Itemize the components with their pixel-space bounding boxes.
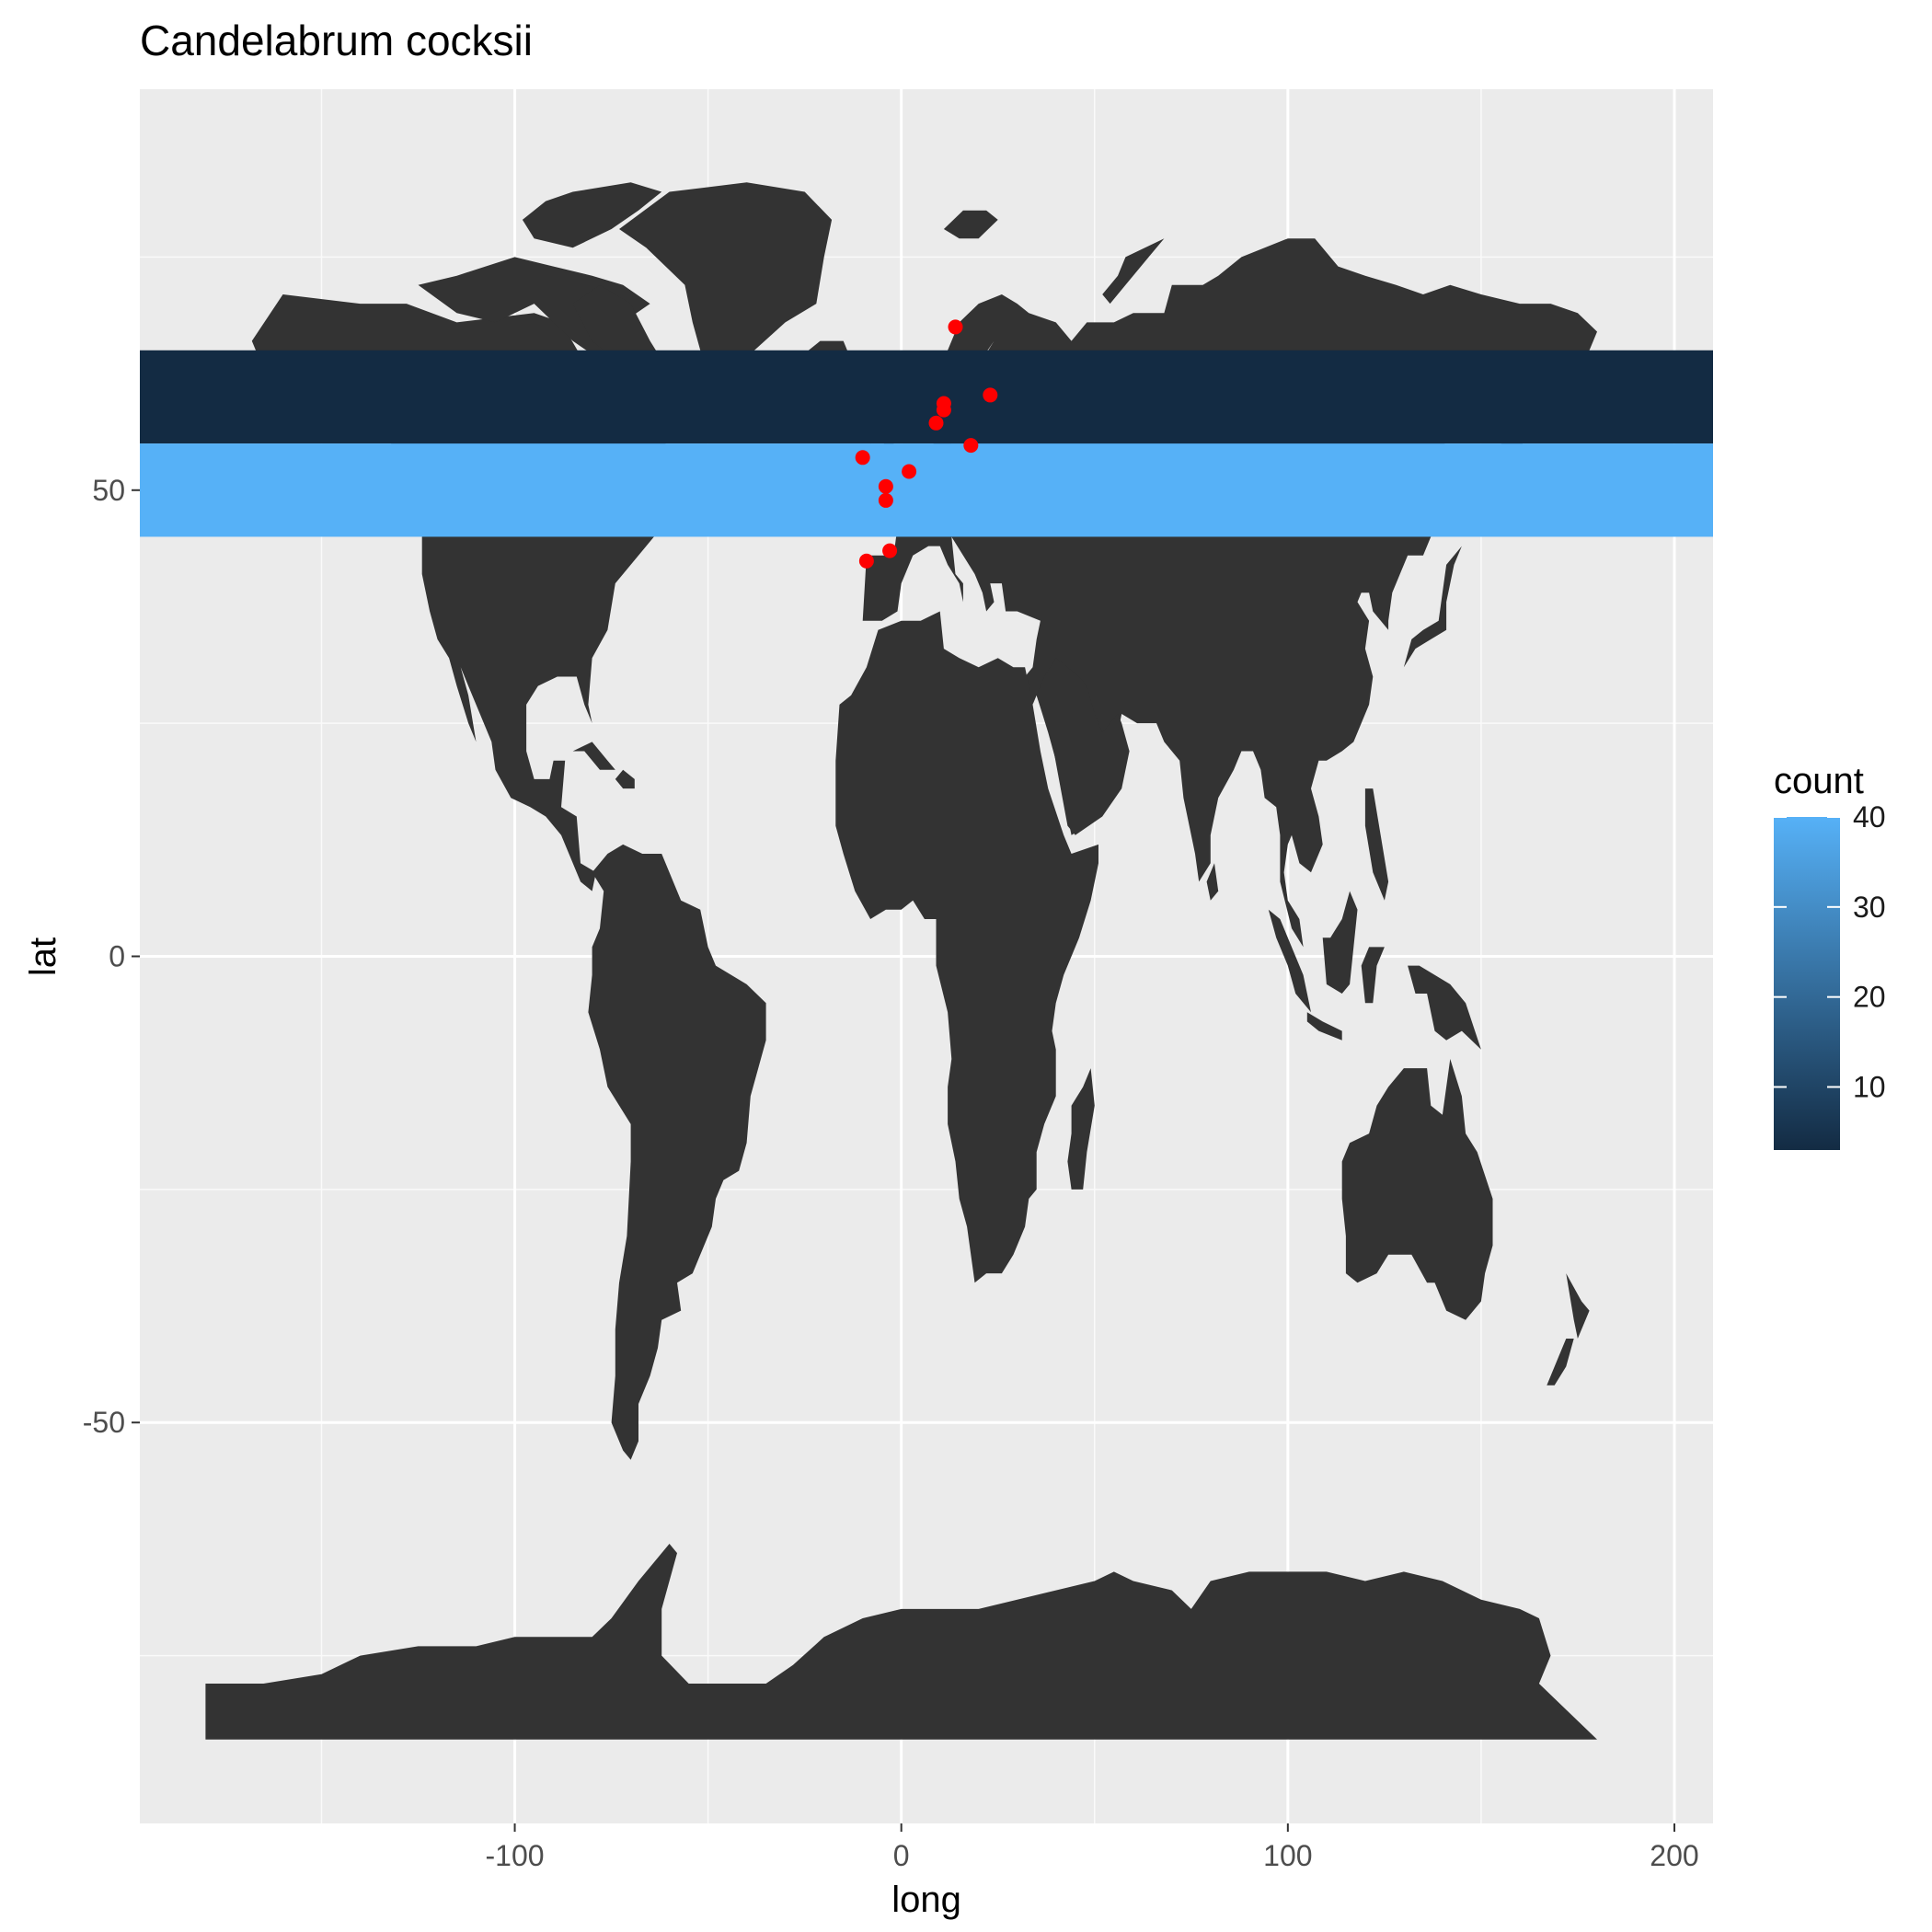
land-sulawesi (1361, 947, 1385, 1004)
y-tick-label: 0 (109, 940, 125, 973)
map-panel (140, 89, 1713, 1823)
x-tick-label: -100 (486, 1839, 545, 1872)
land-ellesmere (522, 182, 662, 248)
land-new-zealand-south (1547, 1339, 1574, 1386)
occurrence-point (882, 543, 898, 558)
y-tick-label: 50 (92, 474, 125, 507)
land-arabia (1036, 658, 1130, 835)
land-java (1306, 1012, 1342, 1041)
occurrence-point (878, 478, 893, 494)
occurrence-point (983, 387, 998, 403)
count-band (140, 443, 1713, 537)
x-tick-label: 0 (893, 1839, 910, 1872)
occurrence-point (963, 438, 979, 454)
x-tick-label: 200 (1650, 1839, 1698, 1872)
land-novaya-zemlya (1102, 238, 1165, 305)
count-band (140, 350, 1713, 444)
occurrence-point (858, 553, 874, 569)
occurrence-points (855, 319, 998, 569)
land-philippines (1364, 788, 1389, 901)
x-axis-ticks: -100 0 100 200 (486, 1823, 1699, 1872)
legend-breaks: 10 20 30 40 (1774, 800, 1886, 1104)
occurrence-point (948, 319, 963, 335)
land-madagascar (1067, 1068, 1095, 1190)
land-australia (1341, 1059, 1493, 1320)
land-cuba (572, 742, 615, 770)
occurrence-point (855, 450, 870, 466)
land-south-america (588, 844, 766, 1460)
land-new-guinea (1408, 965, 1481, 1050)
y-axis-ticks: -50 0 50 (83, 474, 140, 1439)
land-sumatra (1268, 909, 1311, 1013)
land-sri-lanka (1206, 863, 1219, 901)
y-axis-title: lat (23, 937, 63, 976)
land-africa (835, 611, 1098, 1283)
land-svalbard (943, 210, 998, 239)
land-antarctica (205, 1544, 1597, 1740)
land-greenland (619, 182, 833, 397)
land-hispaniola (615, 769, 635, 789)
legend-break-label: 10 (1853, 1071, 1886, 1104)
land-japan (1403, 546, 1462, 668)
x-tick-label: 100 (1263, 1839, 1312, 1872)
occurrence-point (902, 464, 917, 479)
legend-break-label: 40 (1853, 800, 1886, 834)
y-tick-label: -50 (83, 1406, 125, 1439)
occurrence-point (878, 492, 893, 508)
chart-title: Candelabrum cocksii (140, 17, 533, 64)
occurrence-point (928, 415, 944, 431)
x-axis-title: long (891, 1880, 961, 1920)
land-new-zealand-north (1566, 1273, 1590, 1339)
count-bands (140, 350, 1713, 537)
legend-title: count (1774, 761, 1864, 801)
land-borneo (1322, 891, 1358, 994)
legend-colorbar (1774, 817, 1840, 1150)
legend-break-label: 20 (1853, 981, 1886, 1014)
legend-break-label: 30 (1853, 891, 1886, 924)
count-legend: count 10 20 30 40 (1774, 761, 1886, 1150)
occurrence-point (936, 402, 951, 418)
